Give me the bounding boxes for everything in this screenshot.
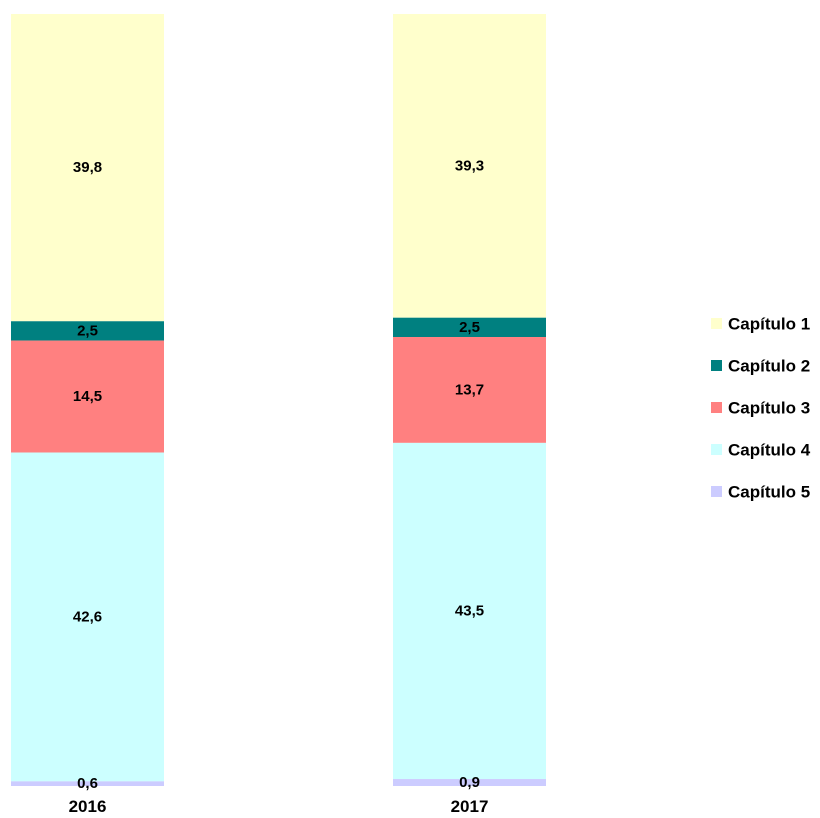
legend-swatch-capitulo-2 [711,360,722,371]
bar-segment-2017-capitulo-5 [393,779,546,786]
legend-label-capitulo-3: Capítulo 3 [728,399,810,418]
bar-segment-2017-capitulo-3 [393,337,546,443]
bar-segment-2017-capitulo-1 [393,14,546,318]
data-label-2016-capitulo-1: 39,8 [73,159,102,176]
x-axis-labels: 2016 2017 [69,797,489,816]
x-tick-label-2016: 2016 [69,797,107,816]
legend-label-capitulo-2: Capítulo 2 [728,357,810,376]
bar-segment-2016-capitulo-3 [11,340,164,453]
legend-item-capitulo-2: Capítulo 2 [711,357,810,376]
legend-item-capitulo-5: Capítulo 5 [711,483,810,502]
data-label-2016-capitulo-5: 0,6 [77,775,98,792]
bar-segment-2016-capitulo-1 [11,14,164,322]
x-tick-label-2017: 2017 [451,797,489,816]
legend-label-capitulo-4: Capítulo 4 [728,441,811,460]
data-label-2017-capitulo-5: 0,9 [459,774,480,791]
bar-segment-2016-capitulo-2 [11,321,164,341]
legend-swatch-capitulo-5 [711,486,722,497]
data-label-2017-capitulo-1: 39,3 [455,157,484,174]
legend-label-capitulo-5: Capítulo 5 [728,483,810,502]
legend-item-capitulo-3: Capítulo 3 [711,399,810,418]
bar-segment-2017-capitulo-4 [393,442,546,780]
legend-item-capitulo-4: Capítulo 4 [711,441,811,460]
data-label-2016-capitulo-2: 2,5 [77,322,98,339]
data-label-2017-capitulo-2: 2,5 [459,319,480,336]
bar-segment-2017-capitulo-2 [393,317,546,338]
data-labels-layer: 39,8 2,5 14,5 42,6 0,6 39,3 2,5 13,7 43,5 0,9 [73,157,484,792]
legend-swatch-capitulo-3 [711,402,722,413]
bar-segment-2016-capitulo-4 [11,452,164,782]
legend-label-capitulo-1: Capítulo 1 [728,315,810,334]
bars-layer [11,14,546,786]
legend-swatch-capitulo-1 [711,318,722,329]
data-label-2016-capitulo-3: 14,5 [73,388,102,405]
data-label-2016-capitulo-4: 42,6 [73,608,102,625]
legend-swatch-capitulo-4 [711,444,722,455]
legend-item-capitulo-1: Capítulo 1 [711,315,810,334]
data-label-2017-capitulo-3: 13,7 [455,381,484,398]
legend: Capítulo 1 Capítulo 2 Capítulo 3 Capítulo 4… [711,315,811,502]
bar-segment-2016-capitulo-5 [11,781,164,786]
data-label-2017-capitulo-4: 43,5 [455,602,484,619]
